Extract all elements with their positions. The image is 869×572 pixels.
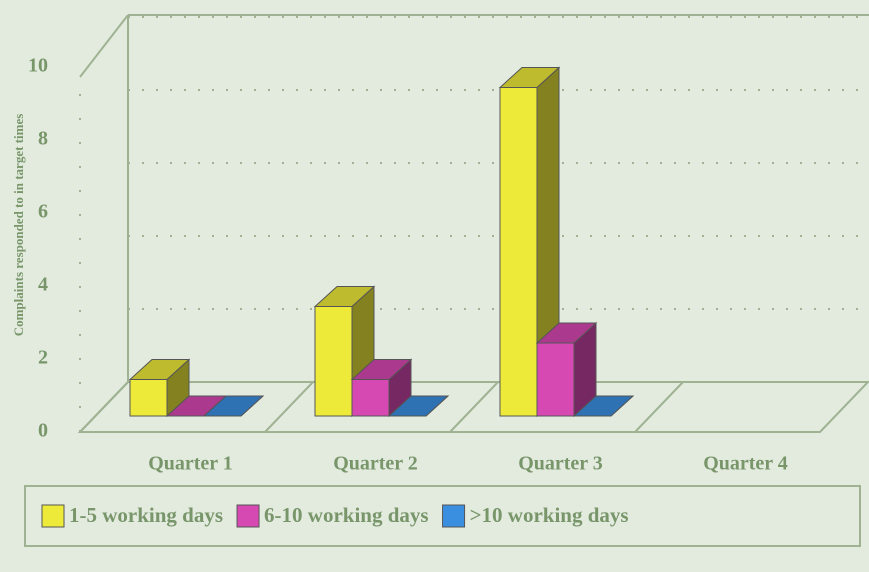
bar-front: [314, 306, 353, 417]
y-axis-label: Complaints responded to in target times: [11, 114, 26, 337]
wall-diag: [79, 14, 129, 78]
bar: [387, 395, 450, 417]
x-tick-label: Quarter 3: [518, 453, 603, 475]
bar-top: [202, 395, 265, 417]
legend-swatch: [442, 504, 466, 528]
floor-divider: [634, 381, 684, 433]
y-tick-label: 10: [28, 55, 48, 77]
bar-top: [387, 395, 450, 417]
bar: [572, 395, 635, 417]
legend-label: >10 working days: [470, 503, 629, 527]
y-tick-label: 8: [38, 128, 48, 150]
y-tick-label: 4: [38, 274, 48, 296]
floor-divider: [449, 381, 499, 433]
y-tick-label: 0: [38, 420, 48, 442]
legend-label: 6-10 working days: [264, 503, 429, 527]
bar-front: [536, 342, 575, 417]
floor-divider: [264, 381, 314, 433]
legend-swatch: [236, 504, 260, 528]
bar: [350, 358, 413, 418]
bar: [535, 321, 598, 418]
bar-front: [351, 379, 390, 417]
legend-swatch: [41, 504, 65, 528]
floor-divider: [79, 381, 129, 433]
bar: [202, 395, 265, 417]
y-tick-label: 6: [38, 201, 48, 223]
x-tick-label: Quarter 2: [333, 453, 418, 475]
bar: [128, 358, 191, 418]
bar-front: [499, 87, 538, 417]
x-tick-label: Quarter 4: [703, 453, 788, 475]
legend-box: [24, 485, 861, 547]
legend-label: 1-5 working days: [69, 503, 223, 527]
y-tick-label: 2: [38, 347, 48, 369]
bar-front: [129, 379, 168, 417]
x-tick-label: Quarter 1: [148, 453, 233, 475]
bar-top: [572, 395, 635, 417]
